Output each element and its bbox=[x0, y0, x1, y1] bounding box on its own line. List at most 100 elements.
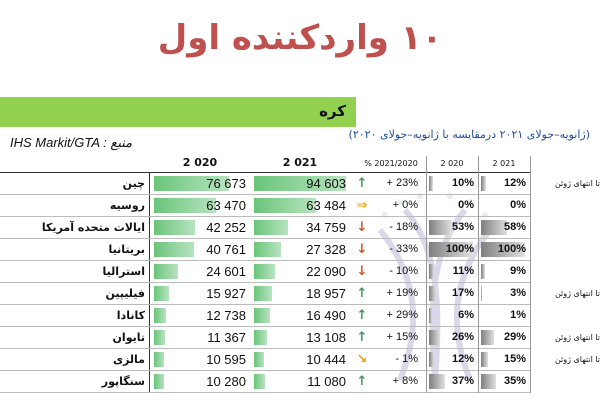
page-title: ۱۰ واردکننده اول bbox=[157, 18, 443, 58]
row-note: تا انتهای ژوئن bbox=[554, 289, 600, 298]
value-2020-bar bbox=[154, 286, 169, 301]
share-2021-label: 0% bbox=[510, 199, 526, 211]
share-2021-cell: 9% bbox=[478, 261, 530, 282]
value-2021-bar bbox=[254, 330, 267, 345]
value-2020-label: 12 738 bbox=[206, 308, 246, 323]
share-2021-label: 3% bbox=[510, 287, 526, 299]
share-2021-cell: 15% bbox=[478, 349, 530, 370]
value-2020-label: 42 252 bbox=[206, 220, 246, 235]
share-2020-label: 6% bbox=[458, 309, 474, 321]
country-banner: کره bbox=[0, 97, 356, 127]
value-2021-cell: 16 490 bbox=[250, 305, 350, 326]
source-label: IHS Markit/GTA : منبع bbox=[10, 135, 133, 150]
value-2021-cell: 13 108 bbox=[250, 327, 350, 348]
share-2021-cell: 12% bbox=[478, 173, 530, 194]
value-2020-cell: 42 252 bbox=[150, 217, 250, 238]
row-note: تا انتهای ژوئن bbox=[554, 333, 600, 342]
share-2020-bar bbox=[429, 264, 434, 279]
table-row: چین 76 673 94 603 ↑ + 23% 10% 12% bbox=[0, 173, 530, 195]
share-2020-bar bbox=[429, 286, 436, 301]
value-2021-label: 13 108 bbox=[306, 330, 346, 345]
share-2021-bar bbox=[481, 286, 482, 301]
share-2020-cell: 6% bbox=[426, 305, 478, 326]
value-2020-label: 10 595 bbox=[206, 352, 246, 367]
share-2020-cell: 37% bbox=[426, 371, 478, 392]
value-2021-bar bbox=[254, 286, 272, 301]
share-2021-cell: 58% bbox=[478, 217, 530, 238]
value-2020-cell: 40 761 bbox=[150, 239, 250, 260]
trend-arrow-icon: ↑ bbox=[356, 330, 368, 345]
table-row: استرالیا 24 601 22 090 ↓ - 10% 11% 9% bbox=[0, 261, 530, 283]
country-name: مالزی bbox=[0, 349, 150, 370]
share-2020-label: 11% bbox=[452, 265, 474, 277]
share-2020-label: 53% bbox=[451, 221, 474, 233]
pct-change: - 18% bbox=[389, 221, 418, 233]
share-2021-label: 15% bbox=[503, 353, 526, 365]
value-2020-bar bbox=[154, 242, 194, 257]
value-2021-bar bbox=[254, 352, 264, 367]
value-2021-bar bbox=[254, 374, 265, 389]
value-2021-label: 16 490 bbox=[306, 308, 346, 323]
header-share-2020: 2 020 bbox=[440, 159, 464, 168]
value-2021-label: 34 759 bbox=[306, 220, 346, 235]
share-2021-bar bbox=[481, 330, 494, 345]
value-2020-cell: 10 595 bbox=[150, 349, 250, 370]
header-share-2021: 2 021 bbox=[492, 159, 516, 168]
share-2020-label: 12% bbox=[451, 353, 474, 365]
pct-change: + 19% bbox=[386, 287, 419, 299]
country-name: سنگاپور bbox=[0, 371, 150, 392]
share-2021-bar bbox=[481, 176, 486, 191]
trend-arrow-icon: ⇒ bbox=[356, 198, 368, 213]
value-2021-label: 63 484 bbox=[306, 198, 346, 213]
table-row: سنگاپور 10 280 11 080 ↑ + 8% 37% 35% bbox=[0, 371, 530, 393]
value-2021-cell: 18 957 bbox=[250, 283, 350, 304]
share-2021-label: 9% bbox=[510, 265, 526, 277]
value-2021-label: 10 444 bbox=[306, 352, 346, 367]
share-2020-label: 37% bbox=[451, 375, 474, 387]
value-2020-bar bbox=[154, 374, 164, 389]
banner-label: کره bbox=[319, 102, 346, 120]
value-2020-label: 63 470 bbox=[206, 198, 246, 213]
country-name: چین bbox=[0, 173, 150, 194]
share-divider-left bbox=[426, 156, 427, 393]
value-2021-bar bbox=[254, 176, 346, 191]
value-2021-cell: 11 080 bbox=[250, 371, 350, 392]
pct-change: + 29% bbox=[386, 309, 419, 321]
value-2021-label: 94 603 bbox=[306, 176, 346, 191]
value-2020-label: 11 367 bbox=[207, 330, 246, 345]
country-name: استرالیا bbox=[0, 261, 150, 282]
share-2021-cell: 35% bbox=[478, 371, 530, 392]
value-2021-bar bbox=[254, 198, 316, 213]
value-2021-cell: 27 328 bbox=[250, 239, 350, 260]
country-name: تایوان bbox=[0, 327, 150, 348]
trend-arrow-icon: ↑ bbox=[356, 374, 368, 389]
share-2021-label: 100% bbox=[497, 243, 526, 255]
share-2021-bar bbox=[481, 242, 525, 257]
share-2020-cell: 53% bbox=[426, 217, 478, 238]
table-subtitle: (ژانویه–جولای ۲۰۲۱ درمقایسه با ژانویه–جو… bbox=[348, 128, 590, 141]
trend-arrow-icon: ↑ bbox=[356, 286, 368, 301]
value-2020-label: 76 673 bbox=[206, 176, 246, 191]
trend-arrow-icon: ↑ bbox=[356, 308, 368, 323]
country-name: روسیه bbox=[0, 195, 150, 216]
value-2021-cell: 10 444 bbox=[250, 349, 350, 370]
value-2020-cell: 76 673 bbox=[150, 173, 250, 194]
share-divider-mid bbox=[478, 156, 479, 393]
value-2020-label: 24 601 bbox=[206, 264, 246, 279]
share-2020-cell: 12% bbox=[426, 349, 478, 370]
value-2020-bar bbox=[154, 198, 216, 213]
value-2021-cell: 34 759 bbox=[250, 217, 350, 238]
trend-arrow-icon: ↘ bbox=[356, 352, 368, 367]
value-2021-label: 22 090 bbox=[306, 264, 346, 279]
value-2020-bar bbox=[154, 220, 195, 235]
share-2021-label: 58% bbox=[503, 221, 526, 233]
share-2020-label: 0% bbox=[458, 199, 474, 211]
table-row: فیلیپین 15 927 18 957 ↑ + 19% 17% 3% bbox=[0, 283, 530, 305]
table-row: تایوان 11 367 13 108 ↑ + 15% 26% 29% bbox=[0, 327, 530, 349]
share-2020-bar bbox=[429, 220, 452, 235]
header-value-2021: 2 021 bbox=[282, 156, 318, 169]
pct-change: - 1% bbox=[395, 353, 418, 365]
country-name: ایالات متحده آمریکا bbox=[0, 217, 150, 238]
share-2021-cell: 3% bbox=[478, 283, 530, 304]
share-2021-label: 35% bbox=[503, 375, 526, 387]
